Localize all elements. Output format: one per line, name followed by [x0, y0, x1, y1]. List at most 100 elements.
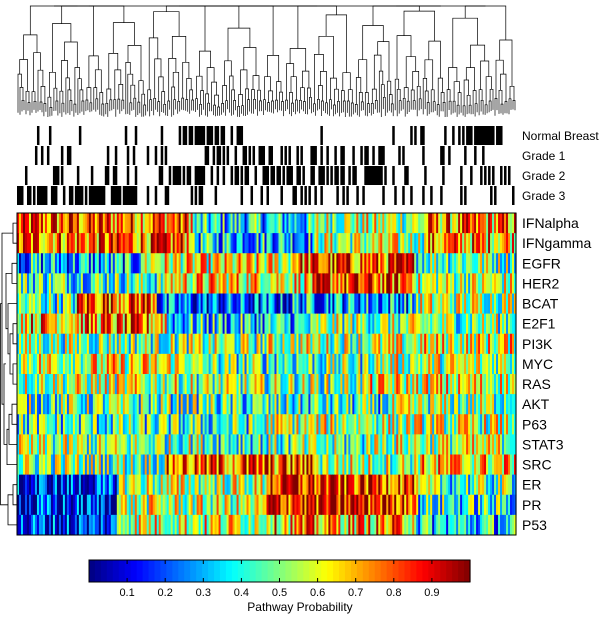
heat-cell — [224, 414, 228, 435]
dendrogram-branch — [442, 102, 446, 117]
heat-cell — [88, 273, 92, 295]
heat-cell — [78, 474, 82, 496]
heat-cell — [132, 233, 136, 254]
heat-cell — [154, 514, 158, 536]
dendrogram-branch — [426, 102, 430, 116]
heat-cell — [340, 253, 343, 274]
heat-cell — [272, 333, 276, 355]
dendrogram-branch — [85, 99, 89, 112]
heat-cell — [460, 434, 463, 456]
heat-cell — [238, 273, 242, 295]
heat-cell — [166, 333, 170, 355]
heat-cell — [214, 253, 218, 274]
heat-cell — [104, 273, 108, 295]
heat-cell — [410, 253, 413, 274]
heat-cell — [216, 374, 220, 395]
heat-cell — [228, 273, 232, 295]
heat-cell — [50, 273, 54, 295]
heat-cell — [468, 514, 471, 536]
heat-cell — [306, 514, 310, 536]
heat-cell — [158, 353, 162, 375]
track-mark — [186, 166, 190, 185]
heat-cell — [454, 273, 457, 295]
dendrogram-branch — [410, 89, 415, 110]
heat-cell — [484, 474, 487, 496]
heat-cell — [402, 333, 405, 355]
heat-cell — [488, 394, 491, 415]
heat-cell — [222, 333, 226, 355]
heat-cell — [184, 353, 188, 375]
track-mark — [126, 186, 130, 205]
track-mark — [470, 126, 473, 145]
heat-cell — [184, 434, 188, 456]
heat-cell — [482, 414, 485, 435]
heat-cell — [264, 414, 268, 435]
heat-cell — [364, 213, 367, 234]
dendrogram-branch — [1, 232, 13, 405]
heat-cell — [322, 293, 325, 315]
heat-cell — [192, 213, 196, 234]
heat-cell — [450, 253, 453, 274]
heat-cell — [354, 414, 357, 435]
heat-cell — [94, 394, 98, 415]
heat-cell — [360, 333, 363, 355]
track-mark — [366, 166, 369, 185]
heat-cell — [508, 313, 511, 335]
dendrogram-branch — [480, 60, 490, 90]
heat-cell — [318, 414, 321, 435]
colorbar-segment — [273, 560, 281, 582]
heat-cell — [238, 233, 242, 254]
heat-cell — [214, 514, 218, 536]
heat-cell — [206, 434, 210, 456]
heat-cell — [22, 454, 26, 476]
heat-cell — [19, 293, 22, 315]
heat-cell — [324, 374, 327, 395]
heat-cell — [408, 253, 411, 274]
heat-cell — [500, 514, 503, 536]
heat-cell — [84, 273, 88, 295]
heat-cell — [382, 233, 385, 254]
heat-cell — [514, 333, 517, 355]
heat-cell — [438, 273, 441, 295]
track-mark — [482, 126, 485, 145]
heat-cell — [94, 474, 98, 496]
heat-cell — [192, 353, 196, 375]
heat-cell — [198, 454, 202, 476]
heat-cell — [344, 233, 347, 254]
heat-cell — [502, 313, 505, 335]
heat-cell — [268, 313, 272, 335]
heat-cell — [84, 474, 88, 496]
heat-cell — [482, 333, 485, 355]
heat-cell — [462, 494, 465, 516]
heat-cell — [220, 213, 224, 234]
heat-cell — [190, 273, 194, 295]
heat-cell — [388, 273, 391, 295]
heat-cell — [138, 293, 142, 315]
heat-cell — [32, 494, 36, 516]
heat-cell — [200, 313, 204, 335]
heat-cell — [52, 353, 56, 375]
heat-cell — [164, 454, 168, 476]
heat-cell — [330, 374, 333, 395]
heat-cell — [264, 494, 268, 516]
track-mark — [126, 166, 130, 185]
track-mark — [134, 186, 138, 205]
heat-cell — [128, 333, 132, 355]
heat-cell — [348, 474, 351, 496]
heat-cell — [202, 313, 206, 335]
heat-cell — [492, 514, 495, 536]
heat-cell — [72, 494, 76, 516]
heat-cell — [300, 293, 304, 315]
heat-cell — [200, 293, 204, 315]
heat-cell — [48, 213, 52, 234]
heat-cell — [258, 514, 262, 536]
heat-cell — [506, 253, 509, 274]
heat-cell — [302, 494, 306, 516]
heat-cell — [252, 333, 256, 355]
heat-cell — [382, 414, 385, 435]
heat-cell — [282, 293, 286, 315]
heat-cell — [148, 374, 152, 395]
heat-cell — [388, 514, 391, 536]
heat-cell — [380, 253, 383, 274]
heat-cell — [184, 293, 188, 315]
